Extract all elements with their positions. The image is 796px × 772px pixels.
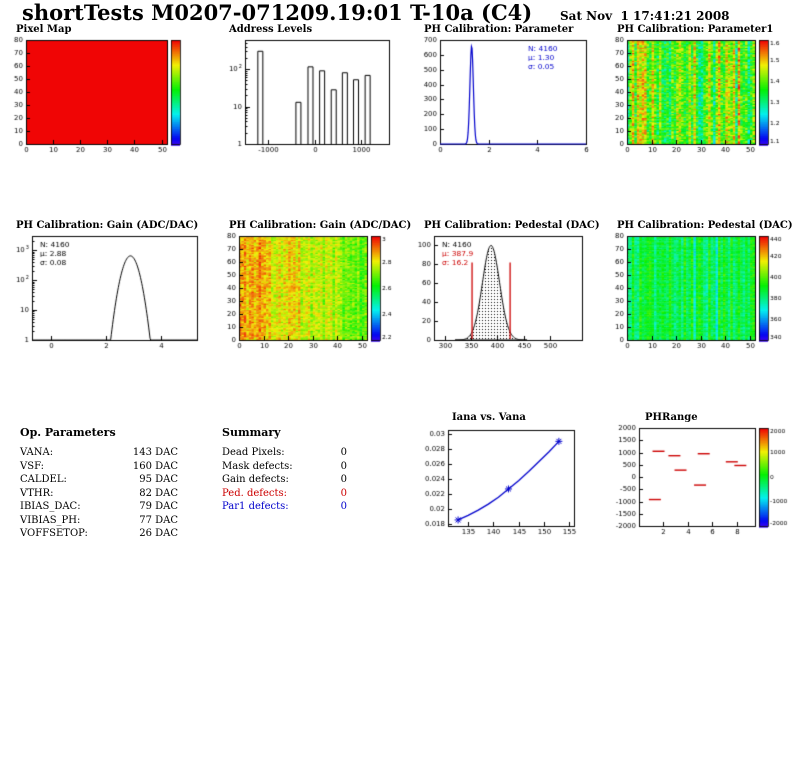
op-param-row: VTHR: 82 DAC bbox=[20, 487, 178, 501]
gain-histogram bbox=[4, 232, 209, 356]
panel-title: PH Calibration: Parameter bbox=[424, 24, 574, 35]
summary-label: Par1 defects: bbox=[222, 501, 289, 512]
panel-pedestal-histogram: PH Calibration: Pedestal (DAC) bbox=[412, 220, 600, 356]
panel-phrange: PHRange bbox=[605, 412, 795, 542]
panel-iana-vs-vana: Iana vs. Vana bbox=[412, 412, 584, 542]
pixel-map-heatmap bbox=[4, 36, 209, 160]
summary-value: 0 bbox=[340, 501, 347, 512]
gain-heatmap bbox=[217, 232, 407, 356]
phrange-chart bbox=[605, 424, 795, 542]
pedestal-heatmap bbox=[605, 232, 795, 356]
summary-row: Dead Pixels: 0 bbox=[222, 446, 347, 460]
op-param-value: 82 DAC bbox=[139, 487, 178, 499]
op-param-value: 77 DAC bbox=[139, 514, 178, 526]
panel-ph-parameter: PH Calibration: Parameter bbox=[412, 24, 592, 160]
panel-pedestal-map: PH Calibration: Pedestal (DAC) bbox=[605, 220, 795, 356]
panel-title: PH Calibration: Pedestal (DAC) bbox=[617, 220, 793, 231]
report-datetime: Sat Nov 1 17:41:21 2008 bbox=[560, 9, 730, 23]
summary-value: 0 bbox=[340, 487, 347, 499]
summary-row: Par1 defects: 0 bbox=[222, 500, 347, 514]
summary-value: 0 bbox=[340, 447, 347, 458]
summary-label: Dead Pixels: bbox=[222, 447, 285, 458]
panel-title: Pixel Map bbox=[16, 24, 72, 35]
panel-pixel-map: Pixel Map bbox=[4, 24, 209, 160]
op-param-label: VOFFSETOP: bbox=[20, 528, 88, 539]
panel-ph-parameter1-map: PH Calibration: Parameter1 bbox=[605, 24, 795, 160]
panel-title: PH Calibration: Gain (ADC/DAC) bbox=[229, 220, 412, 231]
op-param-row: VANA: 143 DAC bbox=[20, 446, 178, 460]
op-param-value: 160 DAC bbox=[132, 460, 178, 472]
op-param-row: VOFFSETOP: 26 DAC bbox=[20, 527, 178, 541]
pedestal-histogram bbox=[412, 232, 592, 356]
op-param-label: VTHR: bbox=[20, 487, 54, 499]
summary-row: Ped. defects: 0 bbox=[222, 487, 347, 501]
panel-title: Iana vs. Vana bbox=[452, 412, 526, 423]
panel-title: Address Levels bbox=[229, 24, 313, 35]
panel-title: PH Calibration: Gain (ADC/DAC) bbox=[16, 220, 199, 231]
op-param-row: VIBIAS_PH: 77 DAC bbox=[20, 514, 178, 528]
op-param-value: 143 DAC bbox=[132, 447, 178, 458]
panel-title: PHRange bbox=[645, 412, 698, 423]
summary-label: Ped. defects: bbox=[222, 487, 288, 499]
iana-vs-vana-chart bbox=[412, 424, 584, 542]
address-levels-histogram bbox=[217, 36, 397, 160]
panel-title: PH Calibration: Pedestal (DAC) bbox=[424, 220, 600, 231]
summary-label: Mask defects: bbox=[222, 460, 293, 472]
op-param-row: CALDEL: 95 DAC bbox=[20, 473, 178, 487]
panel-gain-histogram: PH Calibration: Gain (ADC/DAC) bbox=[4, 220, 209, 356]
ph-parameter-histogram bbox=[412, 36, 592, 160]
panel-title: PH Calibration: Parameter1 bbox=[617, 24, 774, 35]
op-param-label: CALDEL: bbox=[20, 474, 67, 485]
report-title: shortTests M0207-071209.19:01 T-10a (C4) bbox=[22, 0, 533, 25]
summary-row: Gain defects: 0 bbox=[222, 473, 347, 487]
op-param-row: IBIAS_DAC: 79 DAC bbox=[20, 500, 178, 514]
summary-row: Mask defects: 0 bbox=[222, 460, 347, 474]
op-parameters-title: Op. Parameters bbox=[20, 426, 116, 439]
op-param-label: VANA: bbox=[20, 447, 54, 458]
op-param-value: 79 DAC bbox=[139, 501, 178, 512]
panel-gain-map: PH Calibration: Gain (ADC/DAC) bbox=[217, 220, 411, 356]
op-param-value: 26 DAC bbox=[139, 528, 178, 539]
op-param-label: VIBIAS_PH: bbox=[20, 514, 81, 526]
ph-parameter1-heatmap bbox=[605, 36, 795, 160]
op-param-row: VSF: 160 DAC bbox=[20, 460, 178, 474]
summary-value: 0 bbox=[340, 460, 347, 472]
op-parameters-block: Op. Parameters VANA: 143 DAC VSF: 160 DAC … bbox=[20, 426, 178, 541]
summary-label: Gain defects: bbox=[222, 474, 289, 485]
summary-block: Summary Dead Pixels: 0 Mask defects: 0 Gai… bbox=[222, 426, 347, 514]
summary-value: 0 bbox=[340, 474, 347, 485]
summary-title: Summary bbox=[222, 426, 281, 439]
op-param-label: IBIAS_DAC: bbox=[20, 501, 81, 512]
panel-address-levels: Address Levels bbox=[217, 24, 397, 160]
op-param-value: 95 DAC bbox=[139, 474, 178, 485]
op-param-label: VSF: bbox=[20, 460, 45, 472]
